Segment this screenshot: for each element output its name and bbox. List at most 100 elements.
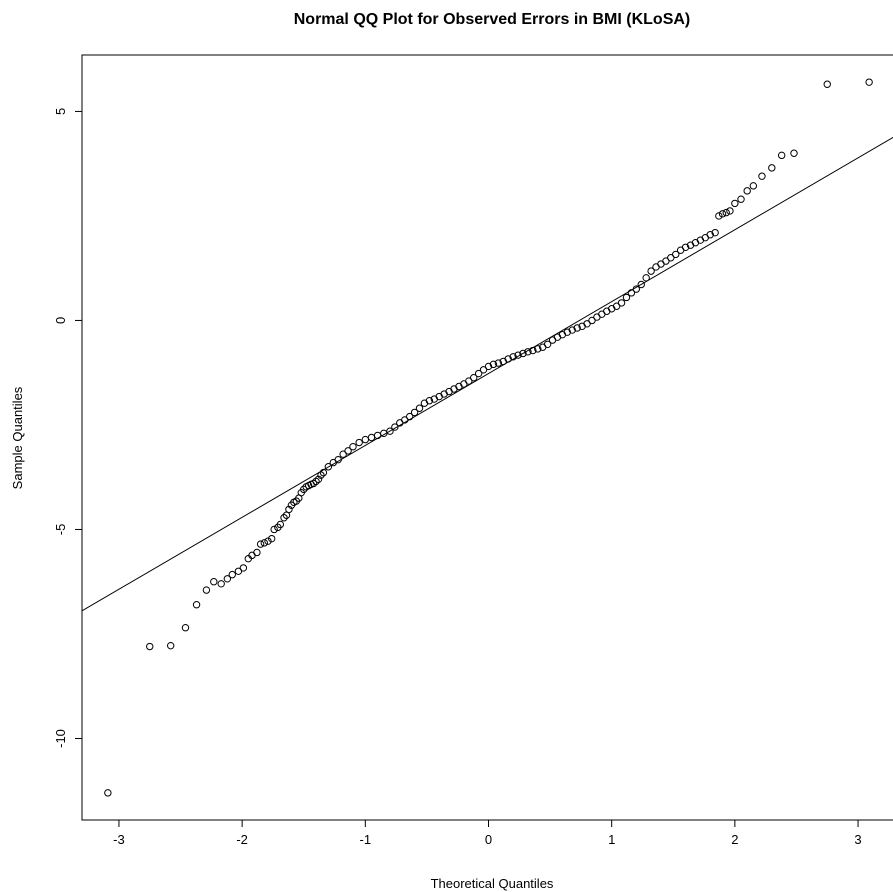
qq-point	[319, 468, 328, 477]
qq-point	[405, 412, 414, 421]
qq-point	[300, 485, 308, 494]
qq-point	[181, 624, 190, 632]
qq-point	[706, 231, 714, 239]
qq-point	[234, 567, 243, 575]
qq-point	[324, 463, 333, 471]
x-tick-label: 3	[854, 832, 861, 847]
qq-point	[317, 471, 325, 479]
x-tick-label: -2	[236, 832, 248, 847]
qq-point	[217, 580, 225, 588]
qq-point	[253, 548, 261, 557]
qq-point	[276, 520, 285, 529]
qq-point	[465, 377, 473, 385]
qq-point	[865, 78, 873, 86]
y-axis-label: Sample Quantiles	[10, 386, 25, 489]
qq-point	[309, 479, 318, 488]
qq-point	[349, 442, 357, 451]
x-tick-label: 0	[485, 832, 492, 847]
qq-point	[239, 564, 248, 572]
qq-point	[563, 328, 572, 336]
plot-frame	[81, 54, 893, 821]
qq-point	[777, 151, 786, 160]
qq-point	[711, 228, 719, 237]
qq-point	[768, 164, 776, 172]
qq-point	[223, 575, 232, 583]
qq-point	[662, 257, 670, 265]
qq-point	[588, 316, 596, 325]
qq-point	[731, 199, 739, 208]
qq-point	[672, 250, 680, 259]
qq-point	[718, 210, 727, 218]
qq-point	[192, 601, 201, 609]
qq-point	[425, 397, 434, 405]
y-tick-label: 5	[53, 108, 68, 115]
qq-point	[509, 353, 517, 361]
qq-point	[489, 360, 498, 369]
qq-point	[264, 537, 272, 545]
qq-point	[256, 540, 265, 548]
qq-point	[681, 243, 690, 251]
qq-point	[637, 280, 645, 289]
qq-point	[667, 254, 675, 262]
qq-point	[494, 359, 503, 367]
qq-point	[529, 346, 537, 355]
qq-point	[642, 274, 650, 282]
qq-point	[617, 299, 626, 307]
x-axis-label: Theoretical Quantiles	[431, 876, 554, 891]
qq-point	[312, 477, 320, 486]
qq-point	[627, 289, 636, 297]
qq-point	[573, 324, 581, 332]
qq-point	[415, 404, 424, 412]
qq-point	[647, 267, 655, 275]
x-tick-label: -3	[113, 832, 125, 847]
qq-point	[534, 345, 542, 353]
qq-point	[749, 182, 758, 190]
qq-point	[280, 514, 288, 522]
qq-point	[568, 326, 576, 334]
qq-point	[823, 80, 831, 88]
qq-point	[260, 539, 269, 547]
qq-point	[632, 285, 641, 293]
y-tick-label: 0	[53, 317, 68, 324]
qq-point	[355, 438, 363, 447]
qq-point	[743, 187, 751, 195]
x-tick-label: 2	[731, 832, 738, 847]
qq-point	[504, 355, 512, 363]
qq-point	[519, 349, 527, 358]
qq-point	[543, 340, 552, 348]
qq-point	[401, 416, 409, 424]
qq-point	[228, 570, 236, 579]
qq-point	[339, 450, 347, 458]
qq-point	[479, 366, 488, 374]
qq-point	[210, 578, 218, 586]
qq-point	[344, 447, 352, 455]
chart-title: Normal QQ Plot for Observed Errors in BM…	[294, 11, 691, 28]
x-tick-label: 1	[608, 832, 615, 847]
qq-point	[612, 302, 621, 310]
qq-point	[737, 195, 745, 203]
qq-point	[166, 641, 175, 650]
qq-point	[268, 534, 276, 543]
qq-point	[758, 172, 766, 180]
y-tick-label: -5	[53, 524, 68, 536]
qq-point	[391, 423, 399, 431]
qq-point	[715, 212, 723, 220]
qq-point	[270, 525, 278, 534]
qq-point	[410, 408, 419, 417]
y-tick-label: -10	[53, 729, 68, 748]
qq-point	[583, 320, 591, 328]
qq-point	[104, 789, 112, 797]
qq-point	[386, 427, 394, 435]
qq-point	[334, 455, 342, 464]
qq-point	[146, 642, 154, 651]
qq-point	[790, 149, 798, 157]
qq-point	[726, 207, 734, 215]
qq-point	[367, 433, 376, 442]
qq-point	[285, 505, 293, 514]
axes-group: -3 -2 -1 0 1 2 3-10-505	[53, 54, 893, 847]
qq-reference-line	[82, 136, 893, 612]
qq-point	[722, 208, 730, 217]
qq-point	[514, 351, 522, 359]
qq-point	[361, 435, 370, 444]
